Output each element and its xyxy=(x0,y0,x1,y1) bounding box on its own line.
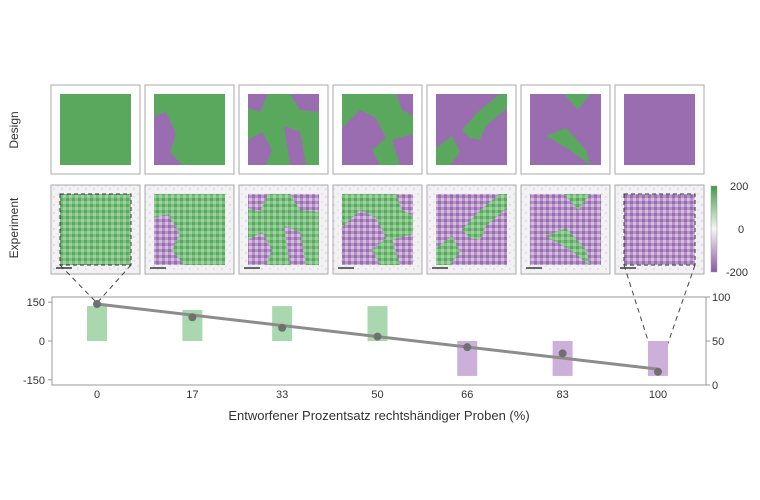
experiment-panel-83 xyxy=(520,184,611,275)
design-panel-17 xyxy=(144,84,235,175)
design-panel-83 xyxy=(520,84,611,175)
bars xyxy=(87,306,668,376)
colorbar: 200 0 -200 xyxy=(710,181,748,279)
data-point-0 xyxy=(93,300,101,309)
design-panel-0 xyxy=(50,84,141,175)
data-point-3 xyxy=(373,332,382,341)
right-tick-0: 100 xyxy=(712,292,730,304)
experiment-panel-66 xyxy=(426,184,517,275)
x-tick-3: 50 xyxy=(371,389,383,401)
bar-0 xyxy=(87,306,107,341)
x-tick-2: 33 xyxy=(276,389,288,401)
x-tick-0: 0 xyxy=(94,389,100,401)
colorbar-tick-mid: 0 xyxy=(738,224,744,236)
design-panel-66 xyxy=(426,84,517,175)
bar-33 xyxy=(272,306,293,341)
design-row-label: Design xyxy=(7,111,21,148)
data-point-5 xyxy=(558,349,567,358)
colorbar-tick-top: 200 xyxy=(730,181,748,193)
experiment-panel-0 xyxy=(50,184,141,275)
bar-66 xyxy=(457,341,478,376)
x-ticks: 0 17 33 50 66 83 100 xyxy=(94,389,667,401)
data-point-4 xyxy=(463,343,472,352)
design-panel-100 xyxy=(614,84,705,175)
experiment-panel-50 xyxy=(332,184,423,275)
right-tick-1: 50 xyxy=(712,336,724,348)
data-points xyxy=(93,300,662,376)
experiment-row xyxy=(50,184,705,275)
right-axis-ticks: 100 50 0 xyxy=(706,292,730,392)
experiment-panel-33 xyxy=(238,184,329,275)
left-tick-1: 0 xyxy=(39,336,45,348)
left-tick-0: 150 xyxy=(27,297,45,309)
chart: 0 17 33 50 66 83 100 150 0 -150 100 50 0 Entworfen… xyxy=(23,292,730,423)
colorbar-tick-bottom: -200 xyxy=(726,267,748,279)
x-tick-5: 83 xyxy=(557,389,569,401)
data-point-6 xyxy=(654,367,662,376)
experiment-panel-100 xyxy=(614,184,705,275)
data-point-1 xyxy=(188,313,197,322)
experiment-row-label: Experiment xyxy=(7,197,21,258)
experiment-panel-17 xyxy=(144,184,235,275)
data-point-2 xyxy=(278,323,287,332)
right-tick-2: 0 xyxy=(712,380,718,392)
bar-17 xyxy=(182,309,203,341)
x-tick-6: 100 xyxy=(649,389,667,401)
design-panel-33 xyxy=(238,84,329,175)
left-tick-2: -150 xyxy=(23,375,45,387)
design-row xyxy=(50,84,705,175)
x-tick-4: 66 xyxy=(461,389,473,401)
bar-50 xyxy=(367,306,388,341)
x-axis-label: Entworfener Prozentsatz rechtshändiger P… xyxy=(228,408,529,423)
design-panel-50 xyxy=(332,84,423,175)
left-axis-ticks: 150 0 -150 xyxy=(23,297,52,387)
x-tick-1: 17 xyxy=(186,389,198,401)
